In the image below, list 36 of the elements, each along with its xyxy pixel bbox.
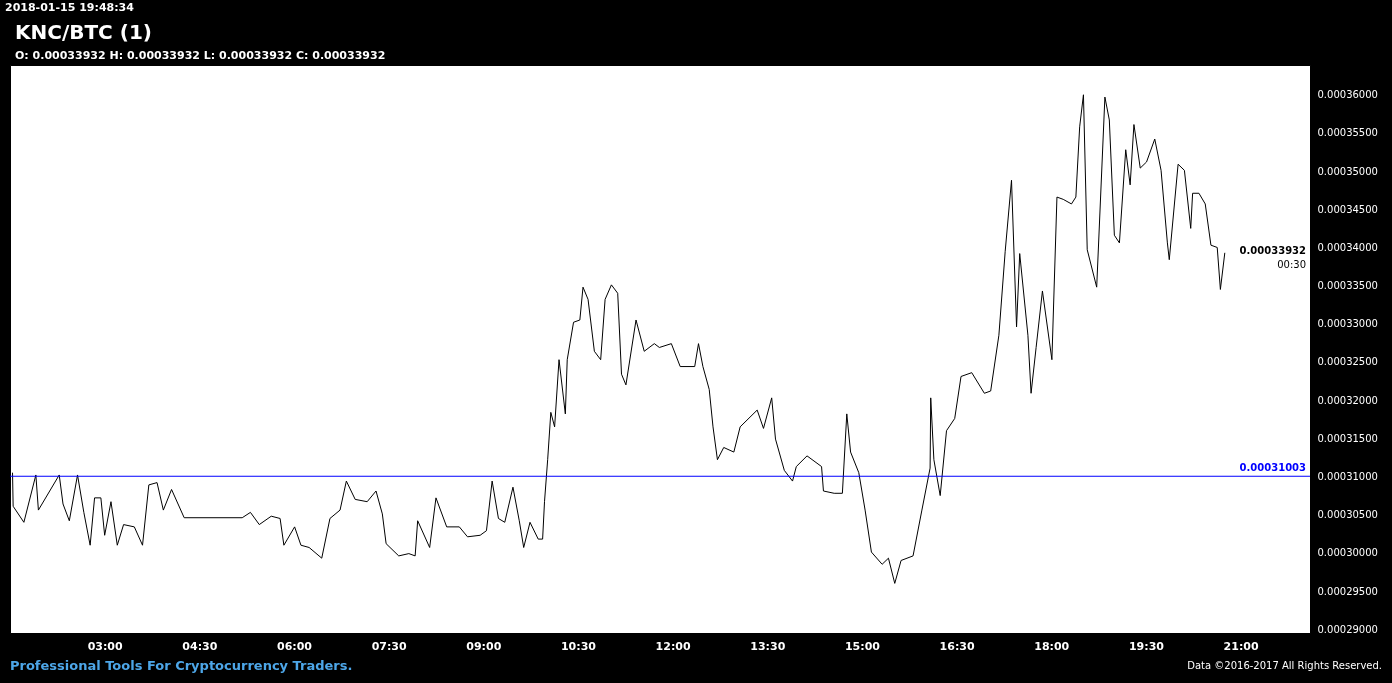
text: 2018-01-15 19:48:34 — [5, 1, 135, 14]
y-tick-label: 0.00029500 — [1317, 585, 1378, 597]
y-tick-label: 0.00032500 — [1317, 356, 1378, 368]
x-tick-label: 13:30 — [750, 639, 786, 653]
y-tick-label: 0.00033000 — [1317, 318, 1378, 330]
y-tick-label: 0.00035500 — [1317, 127, 1378, 139]
x-tick-label: 10:30 — [560, 639, 597, 653]
y-tick-label: 0.00036000 — [1317, 89, 1378, 101]
y-tick-label: 0.00034000 — [1317, 241, 1378, 253]
x-tick-label: 09:00 — [466, 639, 502, 653]
ref-line-label: 0.00031003 — [1239, 462, 1307, 474]
y-tick-label: 0.00035000 — [1317, 165, 1378, 177]
y-tick-label: 0.00030000 — [1317, 547, 1378, 559]
y-tick-label: 0.00030500 — [1317, 509, 1378, 521]
x-tick-label: 12:00 — [655, 639, 691, 653]
y-tick-label: 0.00031000 — [1317, 470, 1378, 482]
x-tick-label: 18:00 — [1034, 639, 1070, 653]
y-tick-label: 0.00032000 — [1317, 394, 1378, 406]
x-tick-label: 06:00 — [276, 639, 313, 653]
chart-title: KNC/BTC (1) — [15, 20, 152, 44]
chart-subtitle: O: 0.00033932 H: 0.00033932 L: 0.00033932 C: 0.00033932 — [15, 49, 386, 62]
y-tick-label: 0.00034500 — [1317, 203, 1378, 215]
x-tick-label: 19:30 — [1128, 639, 1165, 653]
x-tick-label: 03:00 — [87, 639, 124, 653]
y-tick-label: 0.00029000 — [1317, 623, 1378, 635]
x-tick-label: 04:30 — [182, 639, 218, 653]
x-tick-label: 07:30 — [371, 639, 407, 653]
text: Data ©2016-2017 All Rights Reserved. — [1187, 660, 1382, 671]
y-tick-label: 0.00031500 — [1317, 432, 1378, 444]
x-tick-label: 16:30 — [939, 639, 975, 653]
x-tick-label: 15:00 — [844, 639, 881, 653]
annotation: 00:30 — [1277, 259, 1306, 270]
text: Professional Tools For Cryptocurrency Traders. — [10, 658, 353, 673]
y-tick-label: 0.00033500 — [1317, 280, 1378, 292]
annotation: 0.00033932 — [1239, 245, 1307, 256]
x-tick-label: 21:00 — [1223, 639, 1259, 653]
